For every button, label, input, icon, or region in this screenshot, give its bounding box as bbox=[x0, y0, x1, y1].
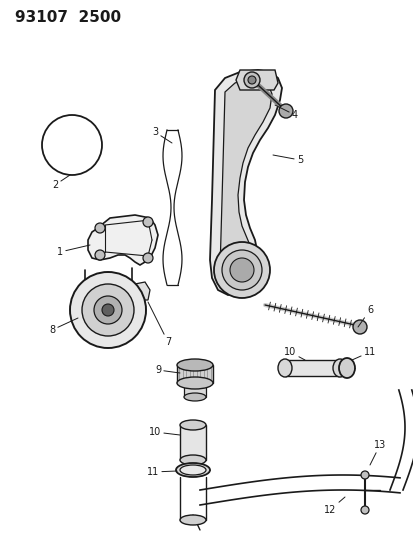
Text: 5: 5 bbox=[272, 155, 302, 165]
Text: 1: 1 bbox=[57, 245, 90, 257]
Circle shape bbox=[142, 217, 153, 227]
Polygon shape bbox=[180, 425, 206, 460]
Polygon shape bbox=[235, 70, 277, 90]
Circle shape bbox=[94, 296, 122, 324]
Text: 11: 11 bbox=[351, 347, 375, 360]
Ellipse shape bbox=[176, 463, 209, 477]
Circle shape bbox=[95, 250, 105, 260]
Polygon shape bbox=[177, 365, 212, 383]
Circle shape bbox=[95, 223, 105, 233]
Circle shape bbox=[352, 320, 366, 334]
Circle shape bbox=[278, 104, 292, 118]
Circle shape bbox=[102, 304, 114, 316]
Text: 12: 12 bbox=[323, 497, 344, 515]
Polygon shape bbox=[183, 383, 206, 397]
Text: 6: 6 bbox=[357, 305, 372, 327]
Ellipse shape bbox=[180, 515, 206, 525]
Polygon shape bbox=[219, 78, 271, 288]
Circle shape bbox=[247, 76, 255, 84]
Text: 8: 8 bbox=[49, 318, 78, 335]
Text: 4: 4 bbox=[274, 105, 297, 120]
Polygon shape bbox=[88, 215, 158, 265]
Ellipse shape bbox=[183, 393, 206, 401]
Circle shape bbox=[214, 242, 269, 298]
Circle shape bbox=[230, 258, 254, 282]
Circle shape bbox=[142, 253, 153, 263]
Polygon shape bbox=[284, 360, 339, 376]
Ellipse shape bbox=[180, 455, 206, 465]
Text: 9: 9 bbox=[154, 365, 180, 375]
Ellipse shape bbox=[338, 358, 354, 378]
Text: 13: 13 bbox=[369, 440, 385, 465]
Polygon shape bbox=[128, 282, 150, 300]
Text: 7: 7 bbox=[147, 302, 171, 347]
Circle shape bbox=[360, 471, 368, 479]
Circle shape bbox=[82, 284, 134, 336]
Ellipse shape bbox=[277, 359, 291, 377]
Ellipse shape bbox=[332, 359, 346, 377]
Circle shape bbox=[221, 250, 261, 290]
Text: 3: 3 bbox=[152, 127, 171, 143]
Circle shape bbox=[243, 72, 259, 88]
Ellipse shape bbox=[177, 359, 212, 371]
Circle shape bbox=[360, 506, 368, 514]
Ellipse shape bbox=[177, 377, 212, 389]
Text: 11: 11 bbox=[147, 467, 177, 477]
Text: 10: 10 bbox=[283, 347, 304, 360]
Text: 2: 2 bbox=[52, 175, 70, 190]
Text: 93107  2500: 93107 2500 bbox=[15, 11, 121, 26]
Circle shape bbox=[70, 272, 146, 348]
Polygon shape bbox=[209, 70, 281, 295]
Text: 10: 10 bbox=[149, 427, 180, 437]
Ellipse shape bbox=[180, 420, 206, 430]
Ellipse shape bbox=[180, 465, 206, 475]
